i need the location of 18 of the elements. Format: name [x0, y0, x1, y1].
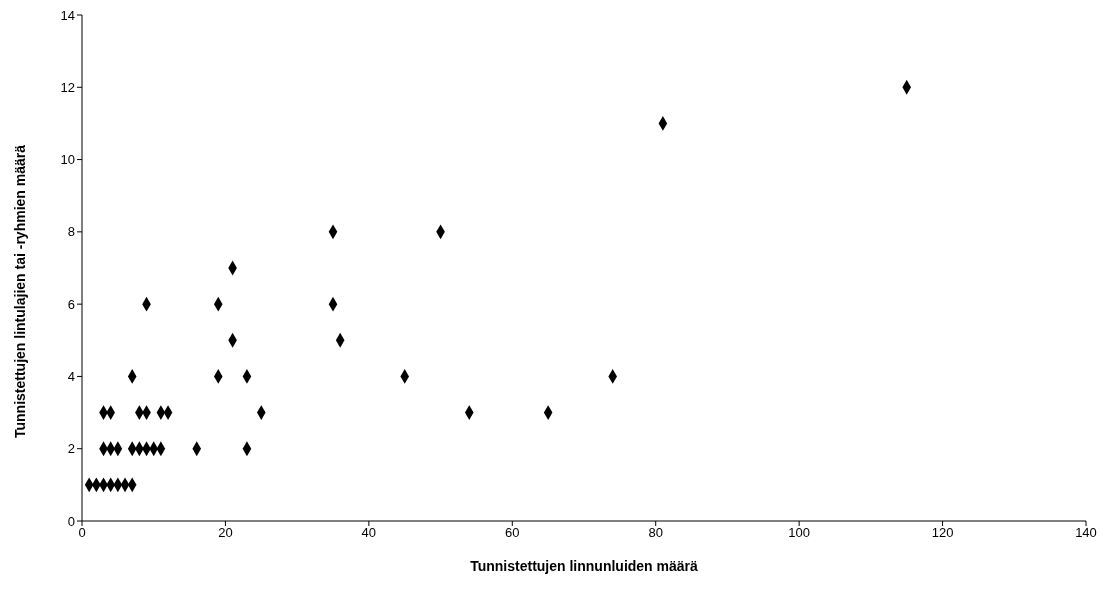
y-tick-label: 10: [60, 152, 75, 168]
y-tick-label: 2: [67, 441, 75, 457]
x-tick-label: 0: [78, 525, 86, 541]
x-tick-label: 120: [931, 525, 954, 541]
x-tick-label: 80: [648, 525, 663, 541]
y-tick-label: 4: [67, 369, 75, 385]
x-tick-label: 20: [218, 525, 233, 541]
y-tick-label: 12: [60, 79, 75, 95]
x-tick-label: 100: [788, 525, 810, 541]
y-axis-title: Tunnistettujen lintulajien tai -ryhmien määrä: [11, 144, 28, 438]
x-tick-label: 140: [1075, 525, 1097, 541]
y-tick-label: 8: [67, 224, 75, 240]
y-tick-label: 0: [67, 513, 75, 529]
x-tick-label: 60: [505, 525, 520, 541]
y-tick-label: 6: [67, 296, 75, 312]
x-tick-label: 40: [361, 525, 377, 541]
x-axis-title: Tunnistettujen linnunluiden määrä: [470, 558, 699, 574]
y-tick-label: 14: [60, 7, 75, 23]
